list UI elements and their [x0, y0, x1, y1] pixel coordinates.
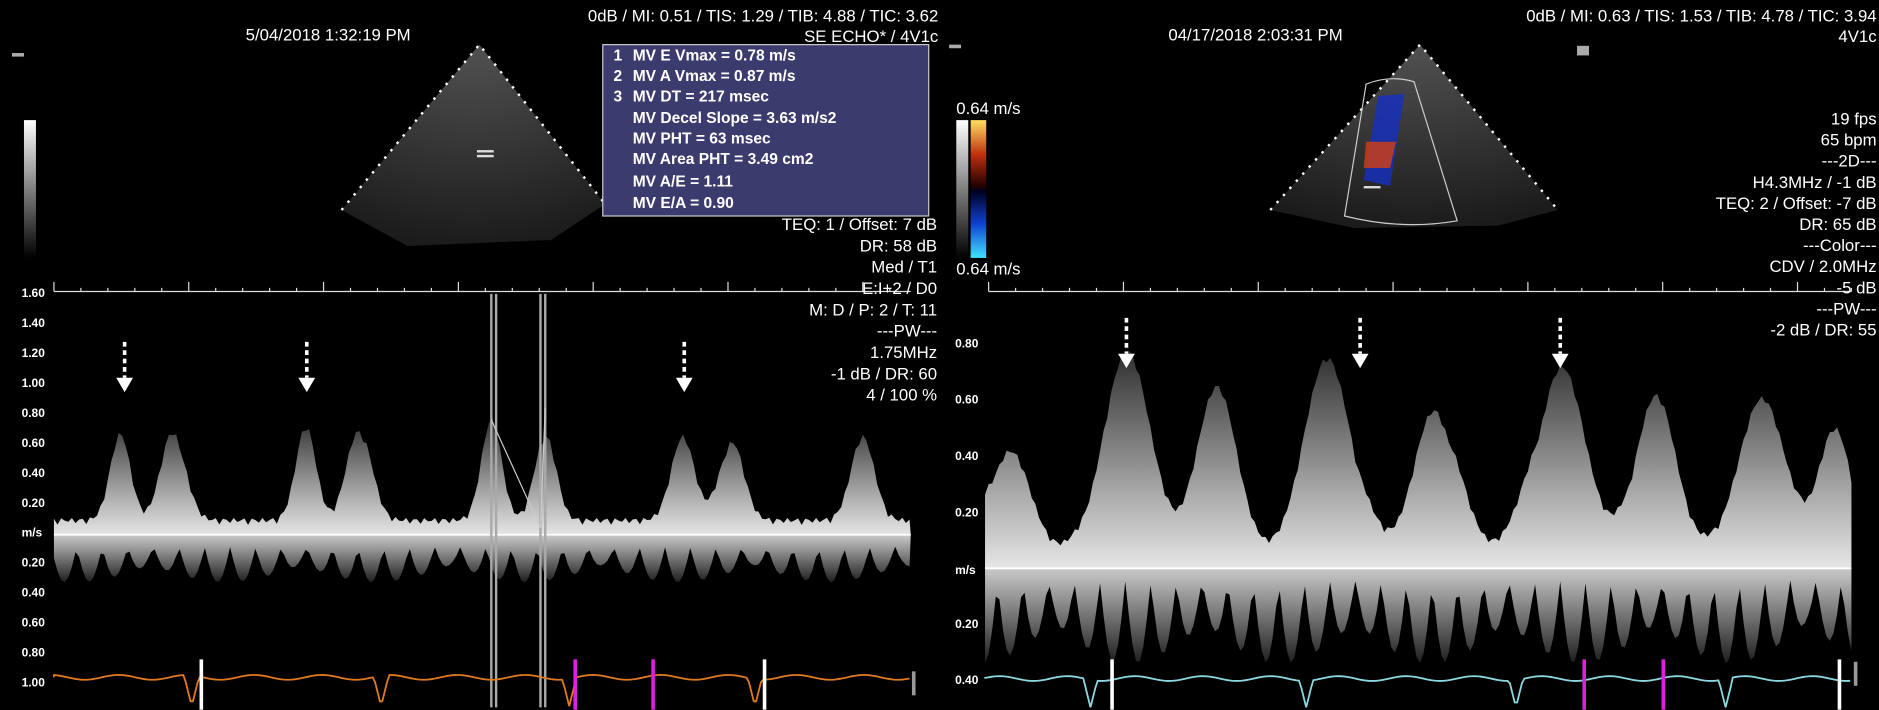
scale-label: 0.20 — [955, 617, 979, 631]
scale-label: 1.20 — [22, 346, 46, 360]
measurement: MV E Vmax = 0.78 m/s — [633, 48, 796, 65]
setting: CDV / 2.0MHz — [1769, 257, 1876, 276]
scale-label: 0.20 — [22, 496, 46, 510]
scale-label: m/s — [22, 526, 43, 540]
scale-label: 0.40 — [955, 673, 979, 687]
scale-label: 1.00 — [22, 676, 46, 690]
measurement: MV E/A = 0.90 — [633, 195, 734, 212]
measurement: MV A/E = 1.11 — [633, 174, 734, 191]
end-marker — [1854, 662, 1858, 686]
measurement-index: 1 — [614, 48, 623, 65]
setting: ---PW--- — [877, 322, 937, 341]
scale-label: 0.80 — [22, 646, 46, 660]
setting: E:I+2 / D0 — [862, 279, 937, 298]
date: 04/17/2018 2:03:31 PM — [1168, 26, 1342, 45]
probe: SE ECHO* / 4V1c — [804, 27, 938, 46]
measurement: MV PHT = 63 msec — [633, 130, 771, 147]
measurement: MV A Vmax = 0.87 m/s — [633, 68, 796, 85]
end-marker — [912, 671, 916, 695]
setting: -1 dB / DR: 60 — [831, 364, 937, 383]
probe: 4V1c — [1838, 27, 1876, 46]
setting: 4 / 100 % — [866, 386, 937, 405]
setting: DR: 65 dB — [1799, 215, 1876, 234]
scale-label: 1.00 — [22, 376, 46, 390]
scale-label: 1.60 — [22, 286, 46, 300]
setting: DR: 58 dB — [860, 236, 937, 255]
setting: ---Color--- — [1803, 236, 1877, 255]
date: 5/04/2018 1:32:19 PM — [246, 26, 411, 45]
scale-label: 0.60 — [955, 393, 979, 407]
setting: Med / T1 — [871, 258, 937, 277]
scale-label: 0.20 — [955, 505, 979, 519]
color-scale-label: 0.64 m/s — [956, 99, 1020, 118]
setting: -2 dB / DR: 55 — [1770, 320, 1876, 339]
color-scale-label: 0.64 m/s — [956, 259, 1020, 278]
setting: H4.3MHz / -1 dB — [1753, 173, 1877, 192]
scale-label: 0.80 — [955, 336, 979, 350]
measurement-index: 2 — [614, 68, 623, 85]
setting: M: D / P: 2 / T: 11 — [809, 300, 937, 319]
setting: -5 dB — [1837, 278, 1877, 297]
setting: 1.75MHz — [870, 343, 937, 362]
scale-label: 0.20 — [22, 556, 46, 570]
measurement: MV Area PHT = 3.49 cm2 — [633, 151, 814, 168]
setting: ---PW--- — [1816, 299, 1876, 318]
measurement-index: 3 — [614, 88, 623, 105]
setting: 65 bpm — [1821, 131, 1877, 150]
scale-label: 0.60 — [22, 436, 46, 450]
scale-label: 0.60 — [22, 616, 46, 630]
acoustic-info: 0dB / MI: 0.63 / TIS: 1.53 / TIB: 4.78 /… — [1526, 7, 1876, 26]
scale-label: 0.40 — [22, 586, 46, 600]
acoustic-info: 0dB / MI: 0.51 / TIS: 1.29 / TIB: 4.88 /… — [588, 7, 938, 26]
scale-label: 0.40 — [22, 466, 46, 480]
page: {"left_panel":{"date":"5/04/2018 1:32:19… — [0, 0, 1879, 710]
scale-label: 0.40 — [955, 449, 979, 463]
measurement: MV DT = 217 msec — [633, 88, 770, 105]
screen: 5/04/2018 1:32:19 PM 0dB / MI: 0.51 / TIS… — [0, 0, 1879, 710]
setting: ---2D--- — [1822, 152, 1877, 171]
setting: TEQ: 1 / Offset: 7 dB — [782, 215, 937, 234]
scale-label: 0.80 — [22, 406, 46, 420]
setting: TEQ: 2 / Offset: -7 dB — [1716, 194, 1877, 213]
measurement: MV Decel Slope = 3.63 m/s2 — [633, 110, 837, 127]
scale-label: m/s — [955, 563, 976, 577]
scale-label: 1.40 — [22, 316, 46, 330]
setting: 19 fps — [1831, 110, 1877, 129]
